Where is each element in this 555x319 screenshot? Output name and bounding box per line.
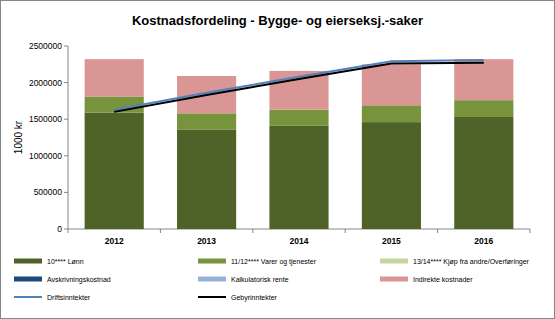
bar [177, 129, 236, 229]
x-tick [345, 229, 346, 233]
y-tick-label: 2500000 [29, 41, 62, 51]
legend-label: Gebyrinntekter [231, 294, 278, 302]
legend-label: 11/12**** Varer og tjenester [231, 258, 317, 266]
bar [85, 113, 144, 229]
legend-label: Indirekte kostnader [413, 276, 473, 283]
y-tick [64, 229, 68, 230]
legend-label: 13/14**** Kjøp fra andre/Overføringer [413, 258, 530, 266]
y-tick [64, 155, 68, 156]
x-tick [530, 229, 531, 233]
x-tick [252, 229, 253, 233]
bar [454, 100, 513, 117]
legend-label: Avskrivningskostnad [47, 276, 111, 284]
x-tick-label: 2012 [105, 236, 124, 246]
bar [85, 59, 144, 96]
y-tick-label: 1500000 [29, 114, 62, 124]
plot-area [85, 59, 514, 229]
legend-swatch [14, 277, 42, 282]
y-tick-label: 2000000 [29, 78, 62, 88]
legend-swatch [198, 296, 226, 298]
legend-swatch [14, 259, 42, 264]
bar [454, 59, 513, 100]
x-tick [437, 229, 438, 233]
legend-label: 10**** Lønn [47, 258, 84, 265]
y-tick-label: 1000000 [29, 151, 62, 161]
y-tick [64, 119, 68, 120]
bar [362, 64, 421, 105]
x-tick-label: 2013 [197, 236, 216, 246]
bar [177, 113, 236, 129]
chart-border [1, 1, 555, 319]
y-tick-label: 500000 [34, 187, 63, 197]
title: Kostnadsfordeling - Bygge- og eierseksj.… [132, 13, 423, 28]
line [114, 63, 484, 112]
y-tick [64, 82, 68, 83]
bar [362, 105, 421, 122]
x-tick-label: 2015 [382, 236, 401, 246]
x-tick [160, 229, 161, 233]
x-tick [68, 229, 69, 233]
y-tick-label: 0 [57, 224, 62, 234]
y-axis [68, 46, 69, 229]
y-tick [64, 192, 68, 193]
legend-swatch [380, 259, 408, 264]
x-tick-label: 2016 [474, 236, 493, 246]
legend-swatch [198, 259, 226, 264]
chart: Kostnadsfordeling - Bygge- og eierseksj.… [0, 0, 555, 319]
legend-label: Driftsinntekter [47, 294, 91, 301]
bar [454, 117, 513, 229]
legend-swatch [380, 277, 408, 282]
bar [85, 97, 144, 113]
y-axis-label: 1000 kr [13, 120, 24, 154]
bar [362, 122, 421, 229]
x-tick-label: 2014 [290, 236, 309, 246]
legend-label: Kalkulatorisk rente [231, 276, 289, 283]
y-tick [64, 46, 68, 47]
bar [269, 126, 328, 229]
legend-swatch [14, 296, 42, 298]
legend-swatch [198, 277, 226, 282]
bar [269, 110, 328, 126]
